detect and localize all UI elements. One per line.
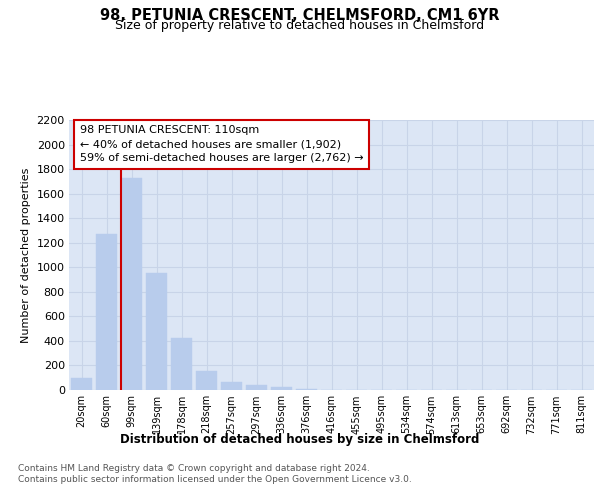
Y-axis label: Number of detached properties: Number of detached properties (21, 168, 31, 342)
Bar (96, 234, 117, 390)
Bar (146, 274, 167, 390)
Bar (221, 382, 242, 390)
Bar (121, 178, 142, 390)
Text: Contains public sector information licensed under the Open Government Licence v3: Contains public sector information licen… (18, 475, 412, 484)
Text: 98 PETUNIA CRESCENT: 110sqm
← 40% of detached houses are smaller (1,902)
59% of : 98 PETUNIA CRESCENT: 110sqm ← 40% of det… (79, 126, 363, 164)
Text: Contains HM Land Registry data © Crown copyright and database right 2024.: Contains HM Land Registry data © Crown c… (18, 464, 370, 473)
Bar (271, 387, 292, 390)
Bar (71, 378, 92, 390)
Bar (296, 389, 317, 390)
Text: 98, PETUNIA CRESCENT, CHELMSFORD, CM1 6YR: 98, PETUNIA CRESCENT, CHELMSFORD, CM1 6Y… (100, 8, 500, 22)
Text: Distribution of detached houses by size in Chelmsford: Distribution of detached houses by size … (121, 432, 479, 446)
Bar (196, 371, 217, 390)
Bar (246, 385, 267, 390)
Text: Size of property relative to detached houses in Chelmsford: Size of property relative to detached ho… (115, 18, 485, 32)
Bar (171, 338, 192, 390)
